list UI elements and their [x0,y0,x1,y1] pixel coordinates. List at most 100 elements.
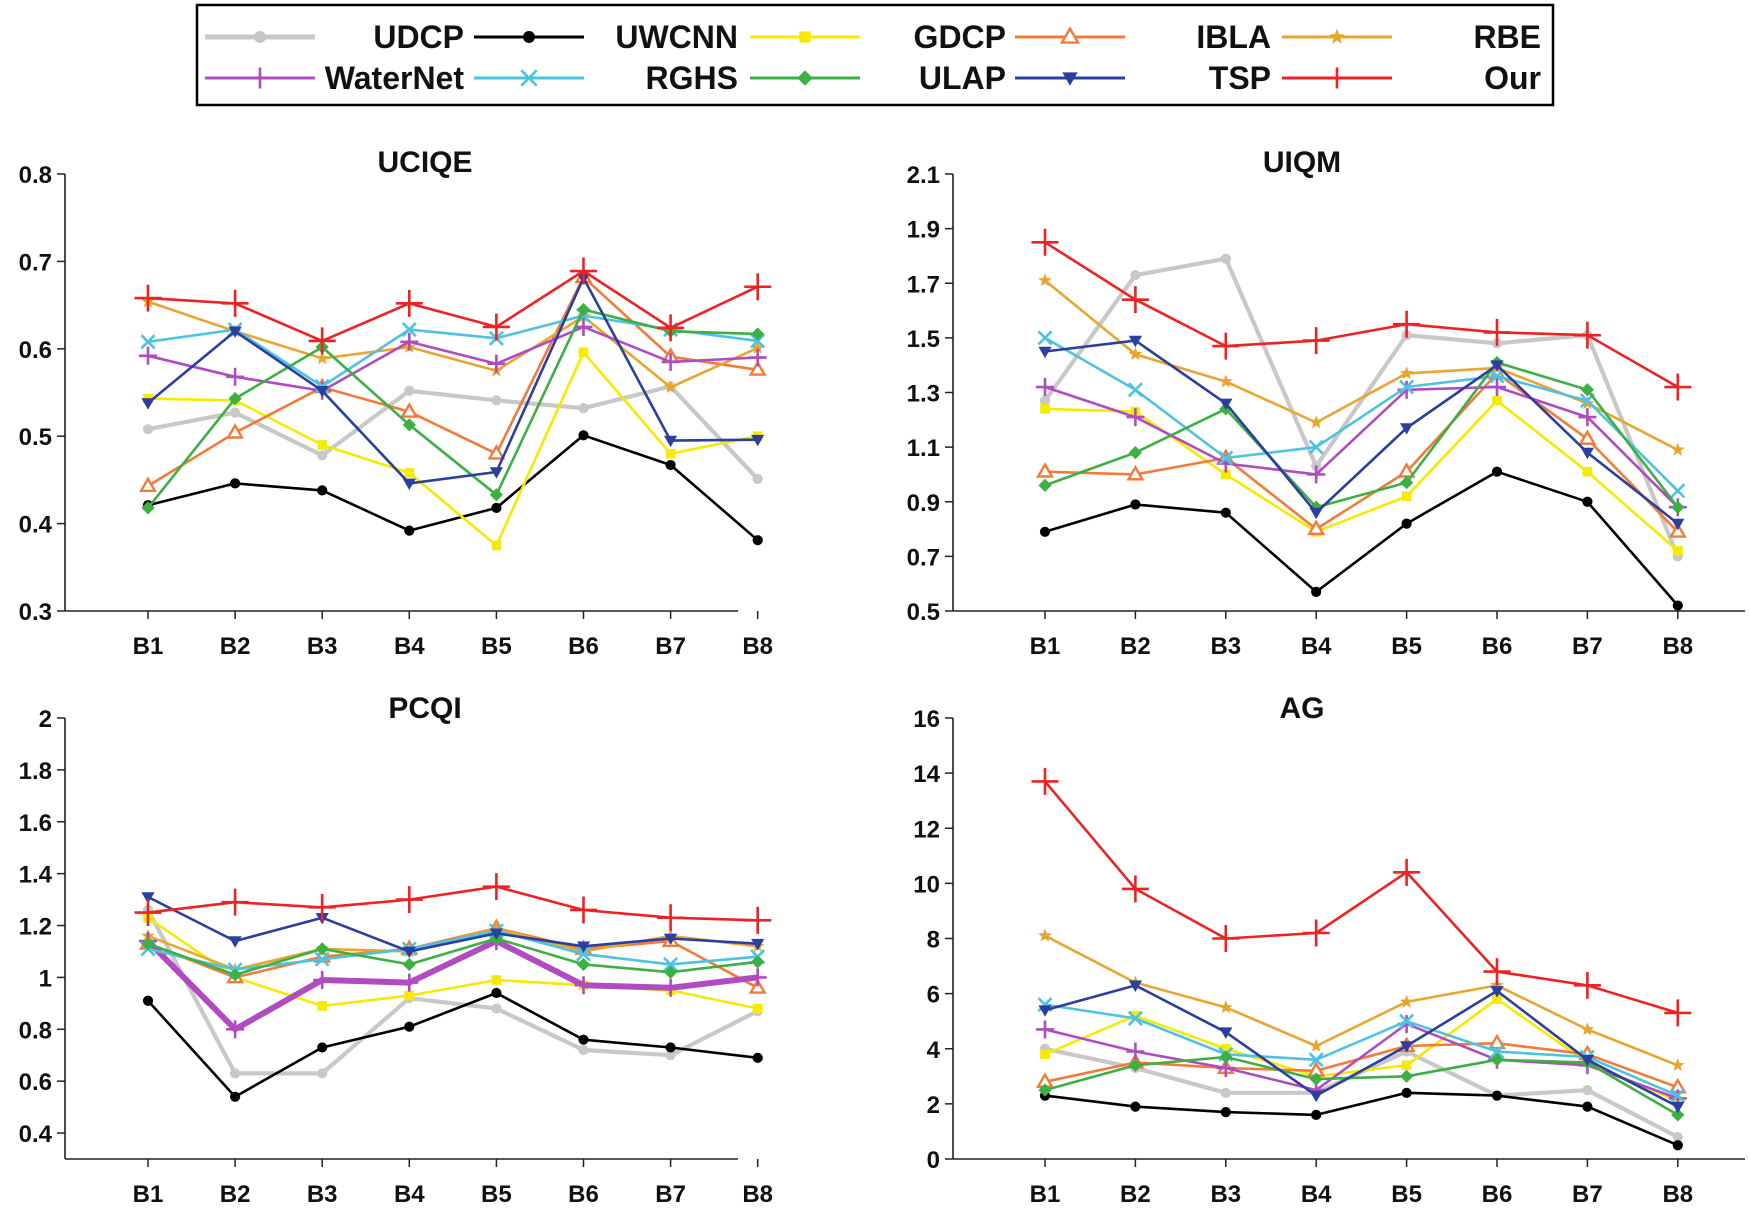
data-point [1573,321,1601,349]
y-tick-label: 4 [927,1037,941,1064]
legend-item-gdcp: GDCP [750,19,1006,55]
series-line [1044,336,1679,492]
series-line [147,937,758,977]
series-uwcnn [1039,466,1683,611]
legend-box [195,3,1555,107]
data-point [1580,1022,1595,1036]
legend-marker [1329,28,1345,44]
data-point [1121,286,1149,314]
legend-marker [1059,26,1081,44]
series-line [1044,399,1679,552]
data-point [1573,971,1601,999]
x-tick-label: B7 [1572,633,1603,660]
panel-title: UCIQE [377,146,472,179]
data-point [308,893,336,921]
data-point [315,942,329,956]
data-point [1038,346,1052,359]
x-tick-label: B4 [1301,633,1332,660]
legend-item-our: Our [1282,60,1541,96]
y-tick-label: 0.6 [19,1069,52,1096]
data-point [664,965,678,979]
data-point [402,478,416,490]
series-tsp [141,892,765,959]
series-tsp [1038,335,1685,531]
data-point [751,955,765,969]
data-point [578,403,589,414]
data-point [1582,496,1593,507]
data-point [228,936,242,948]
data-point [317,1042,328,1053]
data-point [404,525,415,536]
data-point [1128,980,1142,992]
data-point [1668,522,1687,538]
data-point [404,990,415,1001]
data-point [141,937,155,951]
data-point [142,424,154,435]
data-point [489,467,503,479]
data-point [578,347,589,358]
data-point [1038,928,1052,942]
data-point [491,502,502,513]
series-waternet [139,932,767,1039]
series-line [147,275,758,488]
data-point [1580,396,1595,410]
series-uwcnn [1039,1087,1683,1151]
data-point [665,1050,676,1061]
data-point [404,468,415,478]
series-our [134,873,772,934]
data-point [1489,1043,1505,1060]
x-tick-label: B1 [1030,1181,1061,1208]
data-point [313,971,332,990]
data-point [657,314,685,342]
legend-marker [799,31,811,43]
y-tick-label: 1 [39,965,52,992]
data-point [1219,1050,1233,1064]
y-tick-label: 0.7 [907,544,940,571]
data-point [1036,1020,1054,1039]
series-line [147,433,759,542]
y-tick-label: 0.6 [19,337,52,364]
data-point [751,434,765,447]
y-tick-label: 0.4 [19,512,53,539]
series-uwcnn [142,987,763,1102]
data-point [1031,228,1059,256]
series-uwcnn [142,430,763,546]
data-point [665,448,676,459]
y-tick-label: 14 [913,761,940,788]
data-point [1309,415,1323,429]
data-point [1220,507,1231,518]
data-point [1309,507,1323,520]
data-point [578,1044,589,1056]
data-point [1038,1083,1052,1097]
series-line [147,300,759,389]
data-point [491,987,502,999]
y-tick-label: 1.2 [19,914,52,941]
data-point [1311,1109,1322,1120]
data-point [1309,1038,1323,1052]
data-point [576,302,591,317]
legend-label: RGHS [646,60,738,96]
data-point [661,352,680,371]
data-point [1672,1131,1683,1143]
data-point [221,289,249,317]
panel-uiqm: UIQM 0.5 0.7 0.9 1.1 1.3 1.5 1.7 1.9 2.1 B1 B2 B3 B4 B… [907,146,1745,660]
data-point [491,1003,502,1014]
series-line [1044,1055,1679,1117]
series-tsp [141,273,765,490]
legend-label: WaterNet [325,60,465,96]
data-point [1491,1090,1503,1101]
data-point [228,326,242,338]
legend-item-tsp: TSP [1015,60,1271,96]
data-point [1490,1053,1504,1067]
data-point [1307,465,1326,484]
data-point [1578,408,1597,427]
legend-label: UDCP [373,19,464,55]
data-point [1399,994,1414,1008]
data-point [226,423,245,439]
data-point [1490,986,1504,998]
series-line [1044,470,1679,607]
data-point [402,946,416,959]
series-line [1044,934,1679,1067]
x-tick-label: B8 [742,1181,773,1208]
series-line [1044,339,1679,525]
